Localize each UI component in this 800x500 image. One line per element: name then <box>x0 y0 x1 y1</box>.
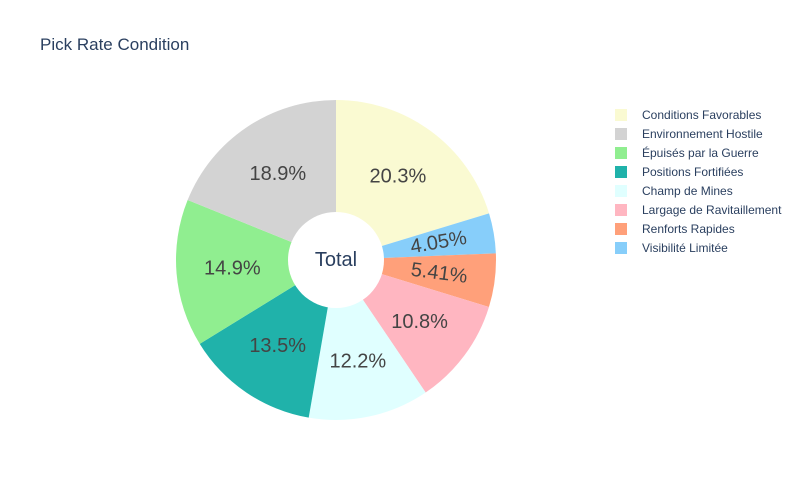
legend-item[interactable]: Visibilité Limitée <box>615 238 781 257</box>
legend-item[interactable]: Positions Fortifiées <box>615 162 781 181</box>
chart-title: Pick Rate Condition <box>40 35 190 54</box>
legend-item[interactable]: Environnement Hostile <box>615 124 781 143</box>
legend-item[interactable]: Champ de Mines <box>615 181 781 200</box>
pie-slice[interactable] <box>175 200 336 344</box>
slice-value-label: 10.8% <box>391 311 448 333</box>
legend-label: Largage de Ravitaillement <box>642 202 782 217</box>
legend-label: Champ de Mines <box>642 183 733 198</box>
legend-item[interactable]: Largage de Ravitaillement <box>615 200 781 219</box>
legend-item[interactable]: Renforts Rapides <box>615 219 781 238</box>
legend-swatch <box>615 222 627 235</box>
legend-label: Visibilité Limitée <box>642 240 728 255</box>
legend-swatch <box>615 165 627 178</box>
slice-value-label: 12.2% <box>329 351 386 373</box>
legend-item[interactable]: Conditions Favorables <box>615 105 781 124</box>
legend-item[interactable]: Épuisés par la Guerre <box>615 143 781 162</box>
legend-label: Conditions Favorables <box>642 107 762 122</box>
pie-slice[interactable] <box>336 100 490 260</box>
slice-value-label: 13.5% <box>249 335 306 357</box>
pie-slice[interactable] <box>187 100 336 260</box>
pie-slice-labels: 20.3%4.05%5.41%10.8%12.2%13.5%14.9%18.9% <box>204 163 469 373</box>
legend-swatch <box>615 127 627 140</box>
donut-hole <box>288 212 384 308</box>
legend-label: Positions Fortifiées <box>642 164 744 179</box>
legend-swatch <box>615 241 627 254</box>
legend-swatch <box>615 108 627 121</box>
slice-value-label: 18.9% <box>249 163 306 185</box>
legend-label: Épuisés par la Guerre <box>642 145 759 160</box>
legend: Conditions Favorables Environnement Hosti… <box>615 105 781 257</box>
pie-slice[interactable] <box>199 260 336 418</box>
slice-value-label: 14.9% <box>204 258 261 280</box>
legend-label: Renforts Rapides <box>642 221 735 236</box>
legend-label: Environnement Hostile <box>642 126 763 141</box>
pie-slice[interactable] <box>336 260 489 393</box>
legend-swatch <box>615 184 627 197</box>
center-label: Total <box>315 249 357 271</box>
legend-swatch <box>615 146 627 159</box>
legend-swatch <box>615 203 627 216</box>
slice-value-label: 20.3% <box>370 165 427 187</box>
pie-slices <box>175 100 497 420</box>
